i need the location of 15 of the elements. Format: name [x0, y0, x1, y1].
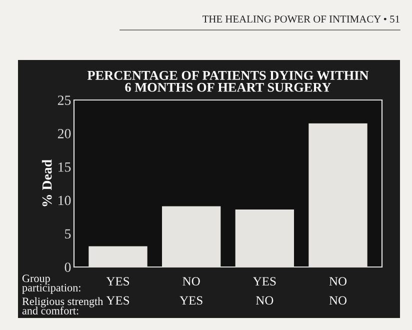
text: Group participation:: [22, 274, 80, 294]
x-tick-label: YES YES: [106, 277, 130, 305]
x-tick-label: NO YES: [180, 277, 202, 305]
y-axis-title: % Dead: [42, 160, 52, 206]
y-tick-label: 5: [65, 229, 71, 239]
y-tick-label: 15: [58, 162, 71, 172]
y-tick-label: 20: [58, 128, 71, 138]
text: THE HEALING POWER OF INTIMACY • 51: [202, 16, 400, 23]
chart-title: PERCENTAGE OF PATIENTS DYING WITHIN 6 MONTHS OF HEART SURGERY: [87, 70, 369, 92]
text: Religious strength and comfort:: [22, 297, 104, 314]
y-tick-label: 25: [58, 96, 71, 105]
y-tick-label: 0: [64, 262, 71, 272]
x-tick-label: YES NO: [253, 277, 276, 305]
x-tick-label: NO NO: [329, 277, 347, 305]
y-tick-label: 10: [58, 196, 71, 206]
